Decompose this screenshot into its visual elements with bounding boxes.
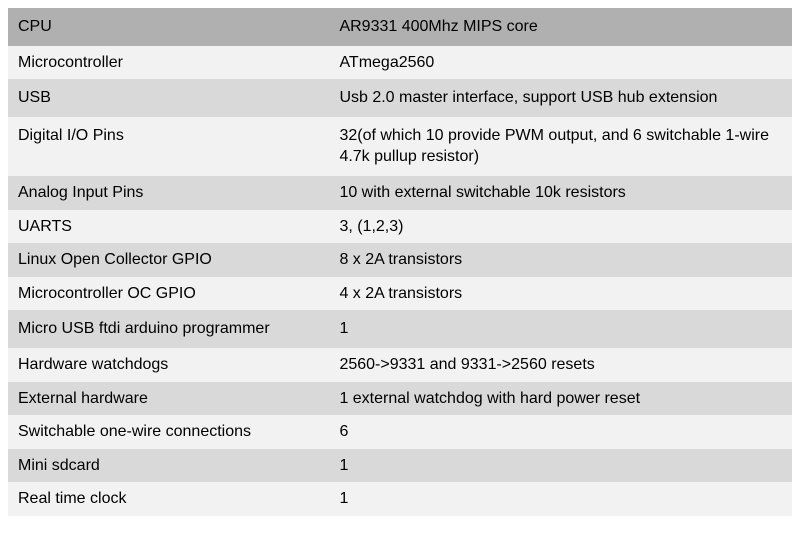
cell-label: Digital I/O Pins bbox=[8, 117, 329, 176]
table-row: UARTS 3, (1,2,3) bbox=[8, 210, 792, 244]
cell-value: AR9331 400Mhz MIPS core bbox=[329, 8, 792, 46]
cell-value: 1 external watchdog with hard power rese… bbox=[329, 382, 792, 416]
table-row: USB Usb 2.0 master interface, support US… bbox=[8, 79, 792, 117]
table-row: Digital I/O Pins 32(of which 10 provide … bbox=[8, 117, 792, 176]
table-row: Micro USB ftdi arduino programmer 1 bbox=[8, 310, 792, 348]
table-row: Hardware watchdogs 2560->9331 and 9331->… bbox=[8, 348, 792, 382]
table-row: Real time clock 1 bbox=[8, 482, 792, 516]
cell-label: Mini sdcard bbox=[8, 449, 329, 483]
table-row: Analog Input Pins 10 with external switc… bbox=[8, 176, 792, 210]
cell-label: Microcontroller bbox=[8, 46, 329, 80]
cell-value: 3, (1,2,3) bbox=[329, 210, 792, 244]
cell-label: USB bbox=[8, 79, 329, 117]
table-row: CPU AR9331 400Mhz MIPS core bbox=[8, 8, 792, 46]
cell-value: 32(of which 10 provide PWM output, and 6… bbox=[329, 117, 792, 176]
cell-value: 1 bbox=[329, 482, 792, 516]
cell-label: CPU bbox=[8, 8, 329, 46]
cell-label: Switchable one-wire connections bbox=[8, 415, 329, 449]
cell-label: Real time clock bbox=[8, 482, 329, 516]
table-row: Microcontroller OC GPIO 4 x 2A transisto… bbox=[8, 277, 792, 311]
table-row: Switchable one-wire connections 6 bbox=[8, 415, 792, 449]
cell-value: 6 bbox=[329, 415, 792, 449]
cell-label: Hardware watchdogs bbox=[8, 348, 329, 382]
cell-value: ATmega2560 bbox=[329, 46, 792, 80]
cell-value: 2560->9331 and 9331->2560 resets bbox=[329, 348, 792, 382]
cell-value: 10 with external switchable 10k resistor… bbox=[329, 176, 792, 210]
cell-value: 8 x 2A transistors bbox=[329, 243, 792, 277]
cell-label: UARTS bbox=[8, 210, 329, 244]
cell-value: Usb 2.0 master interface, support USB hu… bbox=[329, 79, 792, 117]
cell-value: 4 x 2A transistors bbox=[329, 277, 792, 311]
cell-value: 1 bbox=[329, 449, 792, 483]
cell-label: Microcontroller OC GPIO bbox=[8, 277, 329, 311]
table-row: Microcontroller ATmega2560 bbox=[8, 46, 792, 80]
cell-label: Analog Input Pins bbox=[8, 176, 329, 210]
cell-label: External hardware bbox=[8, 382, 329, 416]
cell-label: Linux Open Collector GPIO bbox=[8, 243, 329, 277]
table-row: External hardware 1 external watchdog wi… bbox=[8, 382, 792, 416]
table-row: Linux Open Collector GPIO 8 x 2A transis… bbox=[8, 243, 792, 277]
spec-table-body: CPU AR9331 400Mhz MIPS core Microcontrol… bbox=[8, 8, 792, 516]
cell-label: Micro USB ftdi arduino programmer bbox=[8, 310, 329, 348]
table-row: Mini sdcard 1 bbox=[8, 449, 792, 483]
cell-value: 1 bbox=[329, 310, 792, 348]
spec-table: CPU AR9331 400Mhz MIPS core Microcontrol… bbox=[8, 8, 792, 516]
